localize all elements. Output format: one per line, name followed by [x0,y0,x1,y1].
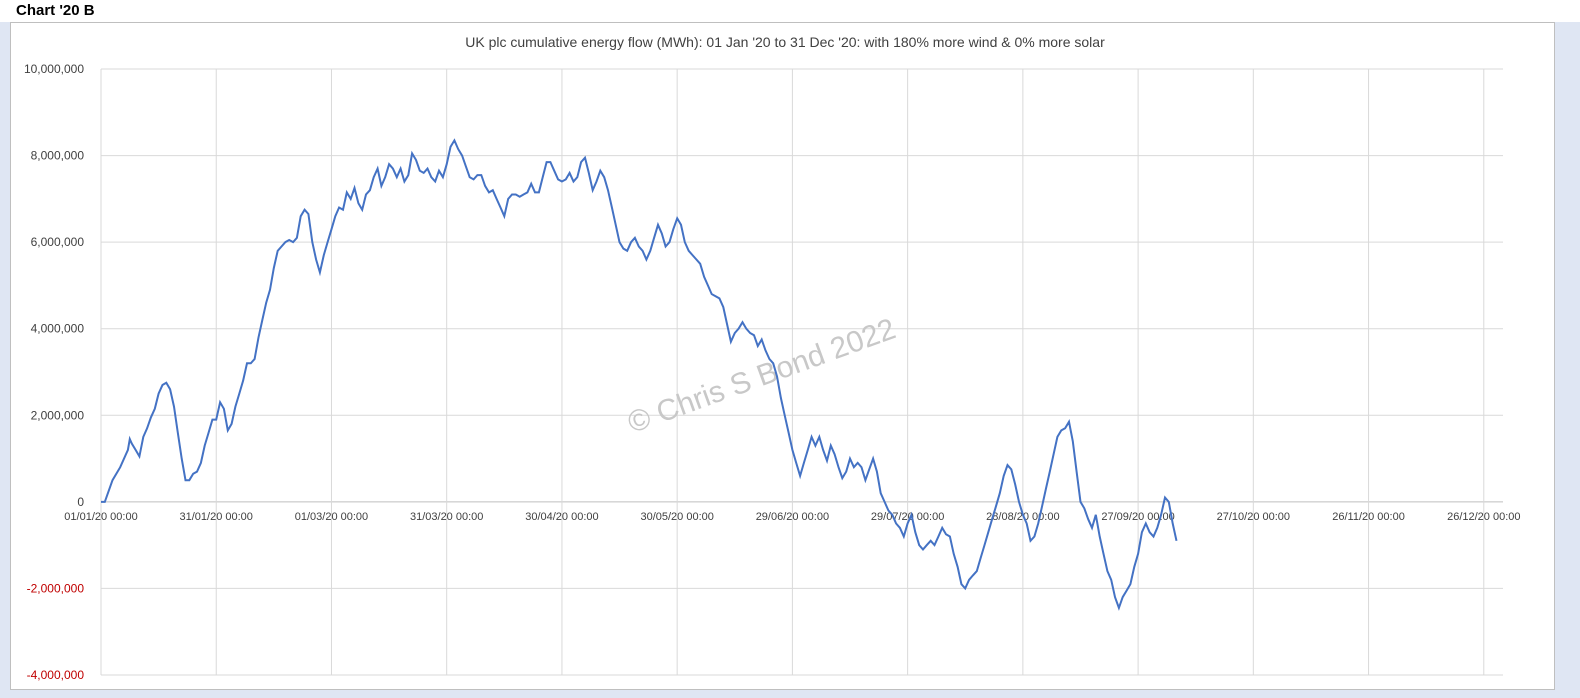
x-tick-label: 30/05/20 00:00 [640,511,713,523]
y-tick-label: 0 [77,495,84,509]
watermark: © Chris S Bond 2022 [623,312,900,440]
x-tick-label: 01/01/20 00:00 [64,511,137,523]
x-tick-label: 29/07/20 00:00 [871,511,944,523]
y-tick-label: 6,000,000 [31,235,85,249]
x-tick-label: 01/03/20 00:00 [295,511,368,523]
x-tick-label: 27/10/20 00:00 [1217,511,1290,523]
y-tick-label: 10,000,000 [24,62,84,76]
x-tick-label: 30/04/20 00:00 [525,511,598,523]
y-tick-label: -2,000,000 [27,581,85,595]
x-tick-label: 27/09/20 00:00 [1101,511,1174,523]
chart-area[interactable] [10,22,1555,690]
gridlines [100,68,1503,676]
x-tick-label: 31/03/20 00:00 [410,511,483,523]
sheet-label-bar: Chart '20 B [0,0,1580,22]
y-axis-tick-labels: 10,000,000 8,000,000 6,000,000 4,000,000 2,0… [24,62,84,682]
y-tick-label: -4,000,000 [27,668,85,682]
chart-title: UK plc cumulative energy flow (MWh): 01 … [465,34,1105,50]
y-tick-label: 2,000,000 [31,408,85,422]
y-tick-label: 8,000,000 [31,149,85,163]
x-tick-label: 31/01/20 00:00 [180,511,253,523]
sheet-title: Chart '20 B [16,2,95,19]
x-tick-label: 26/11/20 00:00 [1332,511,1405,523]
series-line [101,138,1178,611]
y-tick-label: 4,000,000 [31,322,85,336]
window-edge [1556,22,1580,698]
x-tick-label: 29/06/20 00:00 [756,511,829,523]
x-axis-tick-labels: 01/01/20 00:00 31/01/20 00:00 01/03/20 00:… [64,511,1520,523]
x-tick-label: 26/12/20 00:00 [1447,511,1520,523]
